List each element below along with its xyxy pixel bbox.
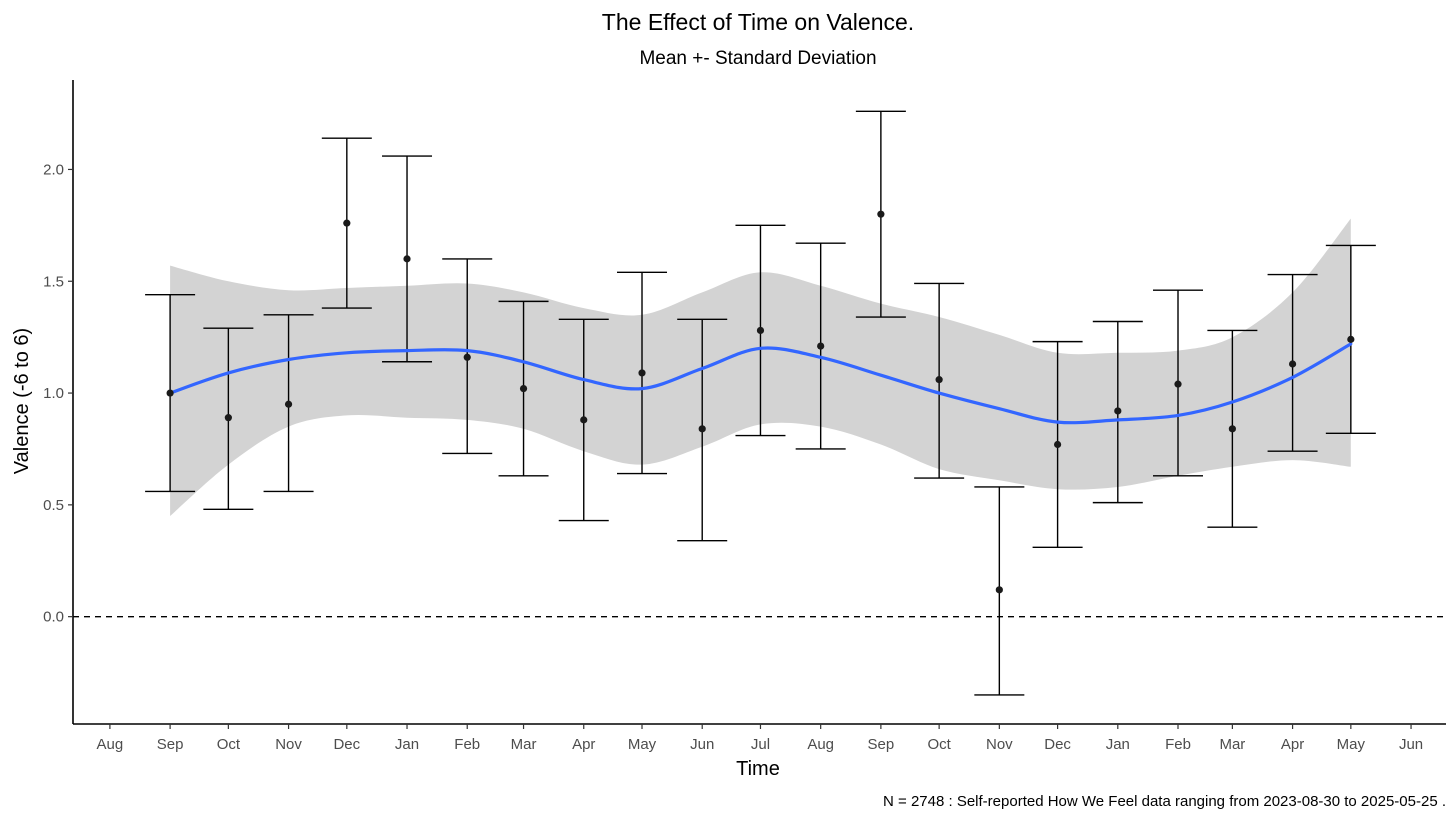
mean-point xyxy=(284,400,293,408)
mean-point xyxy=(166,389,174,397)
chart-subtitle: Mean +- Standard Deviation xyxy=(639,48,876,69)
x-tick-label: Mar xyxy=(1219,736,1245,753)
mean-point xyxy=(1347,335,1355,343)
x-tick-label: Nov xyxy=(275,736,302,753)
smooth-line xyxy=(168,342,1353,425)
x-tick-label: Mar xyxy=(511,736,537,753)
x-tick-label: Jun xyxy=(1399,736,1423,753)
x-tick-label: Apr xyxy=(1281,736,1304,753)
mean-point xyxy=(995,586,1003,594)
mean-point xyxy=(817,342,825,350)
mean-point xyxy=(638,369,646,377)
mean-point xyxy=(403,255,411,263)
x-axis-title: Time xyxy=(736,758,780,780)
mean-point xyxy=(519,384,528,393)
mean-point xyxy=(935,376,943,384)
x-tick-label: Dec xyxy=(333,736,360,753)
point-layer xyxy=(166,210,1355,594)
mean-point xyxy=(1288,360,1297,368)
x-tick-label: Jan xyxy=(1106,736,1130,753)
smooth-line-layer xyxy=(168,342,1353,425)
mean-point xyxy=(756,326,765,335)
y-tick-label: 2.0 xyxy=(43,161,64,178)
x-tick-label: Sep xyxy=(157,736,184,753)
y-axis-title: Valence (-6 to 6) xyxy=(11,328,33,474)
x-tick-label: Feb xyxy=(1165,736,1191,753)
y-tick-label: 0.5 xyxy=(43,497,64,514)
x-tick-label: Aug xyxy=(807,736,834,753)
x-tick-label: Oct xyxy=(217,736,241,753)
chart-caption: N = 2748 : Self-reported How We Feel dat… xyxy=(883,793,1446,810)
x-tick-label: Nov xyxy=(986,736,1013,753)
mean-point xyxy=(877,210,885,218)
chart-title: The Effect of Time on Valence. xyxy=(602,9,914,35)
x-tick-label: May xyxy=(628,736,657,753)
mean-point xyxy=(698,425,706,433)
mean-point xyxy=(1228,425,1236,433)
y-tick-label: 1.5 xyxy=(43,273,64,290)
x-tick-label: Feb xyxy=(454,736,480,753)
x-tick-label: Aug xyxy=(97,736,124,753)
y-tick-label: 1.0 xyxy=(43,385,64,402)
mean-point xyxy=(580,416,588,424)
mean-point xyxy=(343,219,351,227)
y-tick-label: 0.0 xyxy=(43,609,64,626)
x-tick-label: Jul xyxy=(751,736,770,753)
x-tick-label: Oct xyxy=(927,736,951,753)
x-tick-label: Jun xyxy=(690,736,714,753)
mean-point xyxy=(1114,407,1122,415)
x-tick-label: May xyxy=(1337,736,1366,753)
mean-point xyxy=(224,414,232,422)
mean-point xyxy=(1174,380,1182,388)
x-tick-label: Dec xyxy=(1044,736,1071,753)
mean-point xyxy=(463,353,471,361)
x-tick-label: Sep xyxy=(868,736,895,753)
mean-point xyxy=(1053,440,1062,449)
axes: 0.0 0.5 1.0 1.5 2.0 Aug Sep Oct Nov Dec Jan Feb Mar A… xyxy=(43,80,1446,753)
x-tick-label: Jan xyxy=(395,736,419,753)
x-tick-label: Apr xyxy=(572,736,595,753)
